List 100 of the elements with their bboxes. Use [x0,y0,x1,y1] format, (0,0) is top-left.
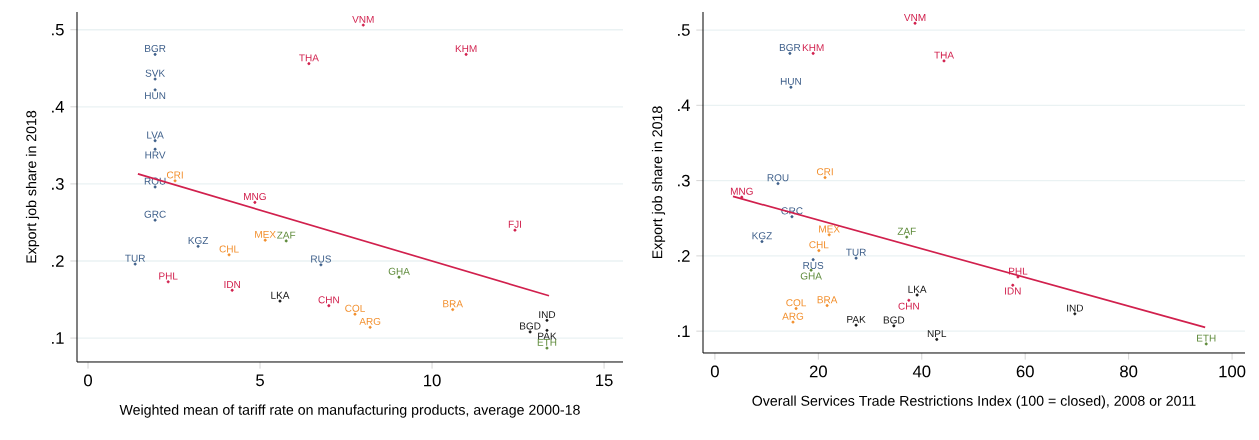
point [827,233,831,237]
point [230,288,234,292]
series-label: KGZ [752,232,772,240]
point [811,258,815,262]
y-axis-title: Export job share in 2018 [651,106,666,259]
series-label: TUR [125,254,145,262]
series-label: KHM [802,44,824,52]
series-label: HUN [145,92,166,100]
point [153,218,157,222]
y-tick-label: .1 [678,325,690,337]
series-label: FJI [508,220,521,228]
series-label: ZAF [897,227,916,235]
series-label: RUS [311,255,332,263]
series-label: IDN [224,281,240,288]
x-tick-label: 0 [84,374,93,387]
series-label: BRA [817,296,838,304]
point [153,139,157,143]
series-label: LVA [147,131,164,139]
point [892,324,896,328]
series-label: IND [1067,304,1083,312]
x-axis-title: Overall Services Trade Restrictions Index (100 = closed), 2008 or 2011 [752,395,1196,409]
point [907,298,911,302]
point [545,318,549,322]
point [790,215,794,219]
series-label: TUR [846,248,866,256]
y-tick-label: .3 [52,178,64,190]
x-tick-label: 10 [424,374,441,387]
series-label: MNG [730,187,753,195]
series-label: MEX [255,230,276,238]
series-label: COL [345,304,365,312]
point [1011,283,1015,287]
series-label: THA [934,51,954,59]
point [811,51,815,55]
series-label: HRV [145,151,166,159]
point [153,88,157,92]
point [166,280,170,284]
y-tick-label: .5 [52,23,64,36]
series-label: ROU [767,174,789,182]
point [740,195,744,199]
point [353,312,357,316]
point [788,51,792,55]
y-tick-label: .4 [678,99,690,112]
point [915,293,919,297]
series-label: IDN [1005,287,1021,295]
y-tick-label: .1 [52,332,64,344]
series-label: THA [299,54,319,62]
series-label: CHL [219,245,239,253]
series-label: GHA [388,267,410,275]
series-label: KHM [455,45,477,53]
series-label: ARG [782,312,804,320]
series-label: ETH [537,338,557,346]
x-tick-label: 5 [256,374,264,387]
series-label: HUN [780,77,801,85]
point [913,21,917,25]
series-label: VNM [352,15,374,23]
point [327,304,331,308]
point [789,85,793,89]
point [284,239,288,243]
x-axis-title: Weighted mean of tariff rate on manufacturing products, average 2000-18 [119,404,580,418]
point [307,62,311,66]
series-label: BRA [443,300,463,308]
series-label: PAK [847,315,866,323]
point [153,185,157,189]
point [528,330,532,334]
x-tick-label: 0 [710,365,719,378]
point [319,263,323,267]
point [464,52,468,56]
point [905,235,909,239]
point [278,299,282,303]
series-label: ZAF [277,231,296,239]
point [451,308,455,312]
series-label: RUS [803,261,824,270]
point [153,52,157,56]
point [513,228,517,232]
point [823,176,827,180]
point [253,200,257,204]
point [133,262,137,266]
y-tick-label: .2 [52,255,64,267]
y-tick-label: .2 [678,250,690,262]
x-tick-label: 15 [596,374,613,387]
x-tick-label: 20 [809,365,827,378]
point [854,323,858,327]
point [776,182,780,186]
series-label: ETH [1197,334,1216,342]
x-tick-label: 40 [912,365,931,378]
series-label: MEX [819,225,840,233]
point [361,23,365,27]
series-label: PHL [1009,267,1028,275]
point [935,337,939,341]
series-label: COL [786,299,807,307]
series-label: CRI [816,168,833,176]
x-tick-label: 60 [1016,365,1034,378]
series-label: ARG [359,317,381,325]
series-label: CHL [809,241,829,249]
series-label: NPL [927,330,947,338]
point [1204,342,1208,346]
point [153,147,157,151]
series-label: SVK [145,69,165,77]
series-label: BGR [145,44,166,53]
series-label: BGD [883,316,905,324]
